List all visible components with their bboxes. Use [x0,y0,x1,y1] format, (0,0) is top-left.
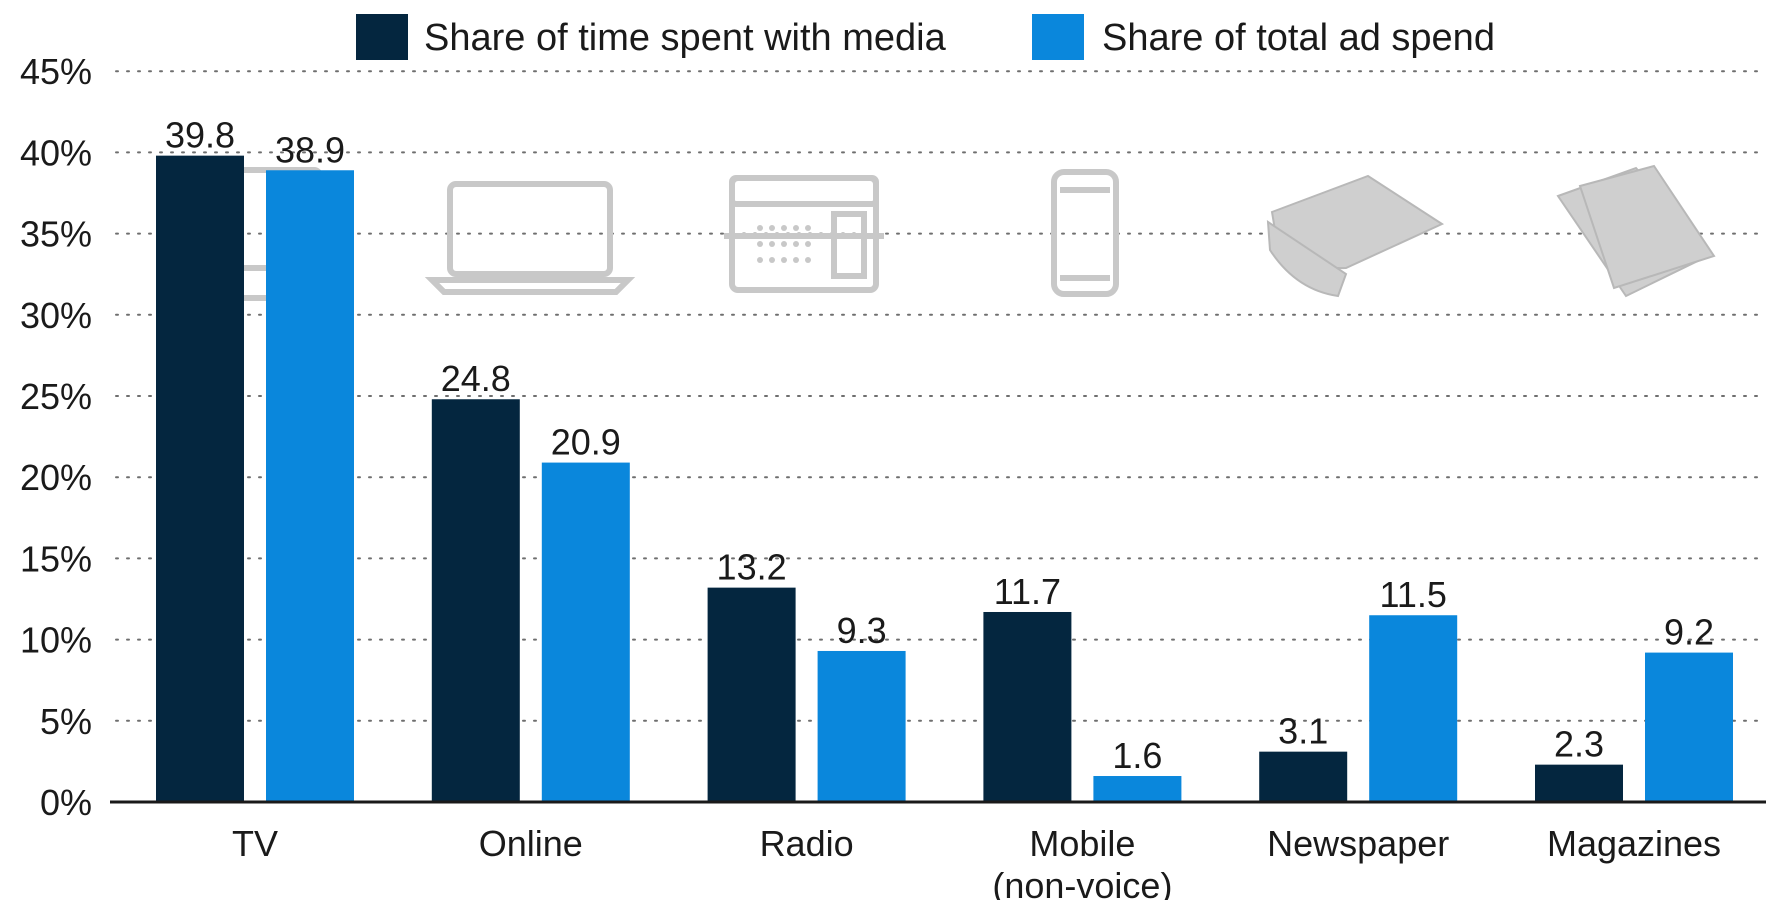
y-tick-label: 35% [20,214,92,255]
data-label: 3.1 [1278,711,1328,752]
value-labels: 39.8 38.9 24.8 20.9 13.2 9.3 11.7 1.6 3.1 11.5 2.3… [165,115,1714,776]
axes: 0% 5% 10% 15% 20% 25% 30% 35% 40% 45% TV Online Radi… [20,51,1766,900]
data-label: 24.8 [441,358,511,399]
legend-label: Share of time spent with media [424,17,947,59]
x-tick-label: Online [479,823,583,864]
data-label: 9.2 [1664,612,1714,653]
mobile-phone-icon [1051,169,1119,297]
legend-swatch [1032,14,1084,60]
bar-series-1 [983,611,1072,802]
magazines-icon [1556,164,1716,298]
bar-series-1 [156,155,244,802]
y-tick-label: 20% [20,457,92,498]
x-tick-label: TV [232,823,278,864]
y-tick-label: 40% [20,132,92,173]
bar-series-1 [1535,764,1623,802]
data-label: 9.3 [837,610,887,651]
laptop-icon [424,181,636,295]
bar-series-2 [1093,776,1182,802]
x-tick-label: Magazines [1547,823,1721,864]
data-label: 11.7 [994,571,1061,612]
y-tick-label: 15% [20,538,92,579]
data-label: 2.3 [1554,724,1604,765]
data-label: 20.9 [551,422,621,463]
bar-series-2 [266,170,354,802]
x-tick-label: Mobile (non-voice) [992,823,1172,900]
y-tick-label: 0% [40,782,92,823]
gridlines [115,70,1763,722]
legend-label: Share of total ad spend [1102,17,1495,59]
bar-series-2 [817,650,906,802]
y-tick-label: 25% [20,376,92,417]
data-label: 11.5 [1379,574,1446,615]
y-tick-label: 5% [40,701,92,742]
data-label: 13.2 [717,547,787,588]
x-tick-label: Radio [760,823,854,864]
bars [156,155,1733,802]
bar-series-2 [1369,615,1458,802]
radio-icon [724,175,884,293]
y-tick-label: 10% [20,620,92,661]
newspaper-icon [1266,174,1445,298]
category-icons [197,164,1716,301]
data-label: 1.6 [1112,735,1162,776]
y-tick-label: 30% [20,295,92,336]
bar-series-1 [1259,751,1348,802]
bar-series-2 [1645,652,1733,802]
bar-series-1 [431,399,520,802]
y-tick-label: 45% [20,51,92,92]
data-label: 39.8 [165,115,235,156]
x-tick-label: Newspaper [1267,823,1449,864]
bar-series-2 [541,462,630,802]
legend: Share of time spent with media Share of t… [356,14,1495,60]
data-label: 38.9 [275,129,345,170]
legend-swatch [356,14,408,60]
bar-series-1 [707,587,796,802]
